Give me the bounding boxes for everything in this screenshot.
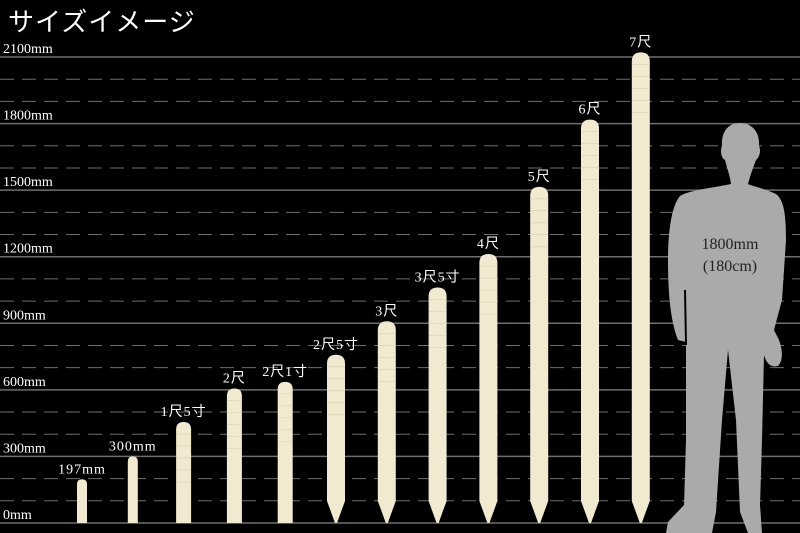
page-title: サイズイメージ — [8, 8, 196, 38]
stake-bar — [127, 456, 138, 523]
bar-label: 2尺5寸 — [313, 337, 359, 353]
stake-bar — [226, 388, 242, 523]
reference-height-label: 1800mm — [702, 236, 759, 253]
bar-label: 2尺 — [223, 371, 246, 387]
y-tick-label: 600mm — [3, 375, 46, 390]
stake-bar — [377, 321, 396, 523]
bar-label: 5尺 — [528, 169, 551, 185]
reference-height-cm-label: (180cm) — [703, 258, 757, 275]
y-tick-label: 1200mm — [3, 242, 53, 257]
bar-label: 197mm — [58, 462, 106, 477]
y-tick-label: 2100mm — [3, 42, 53, 57]
y-tick-label: 1800mm — [3, 109, 53, 124]
stake-bar — [327, 354, 345, 523]
bar-label: 3尺5寸 — [415, 270, 461, 286]
stake-bar — [428, 287, 447, 523]
stake-bar — [530, 186, 549, 524]
y-tick-label: 300mm — [3, 441, 46, 456]
stake-bar — [479, 254, 498, 523]
y-tick-label: 0mm — [3, 508, 32, 523]
bar-label: 6尺 — [579, 102, 602, 118]
bar-label: 300mm — [109, 439, 157, 454]
stake-bar — [581, 119, 599, 523]
stake-bar — [277, 381, 293, 523]
human-silhouette-icon — [666, 123, 786, 533]
bar-label: 4尺 — [477, 236, 500, 252]
arm-gap-line — [684, 289, 687, 346]
bar-label: 7尺 — [629, 34, 652, 50]
stake-bar — [631, 52, 650, 524]
bar-label: 3尺 — [375, 303, 398, 319]
stake-bar — [77, 479, 87, 523]
bar-label: 1尺5寸 — [161, 404, 207, 420]
y-tick-label: 900mm — [3, 308, 46, 323]
bar-label: 2尺1寸 — [262, 364, 308, 380]
stake-bar — [176, 422, 192, 523]
y-tick-label: 1500mm — [3, 175, 53, 190]
